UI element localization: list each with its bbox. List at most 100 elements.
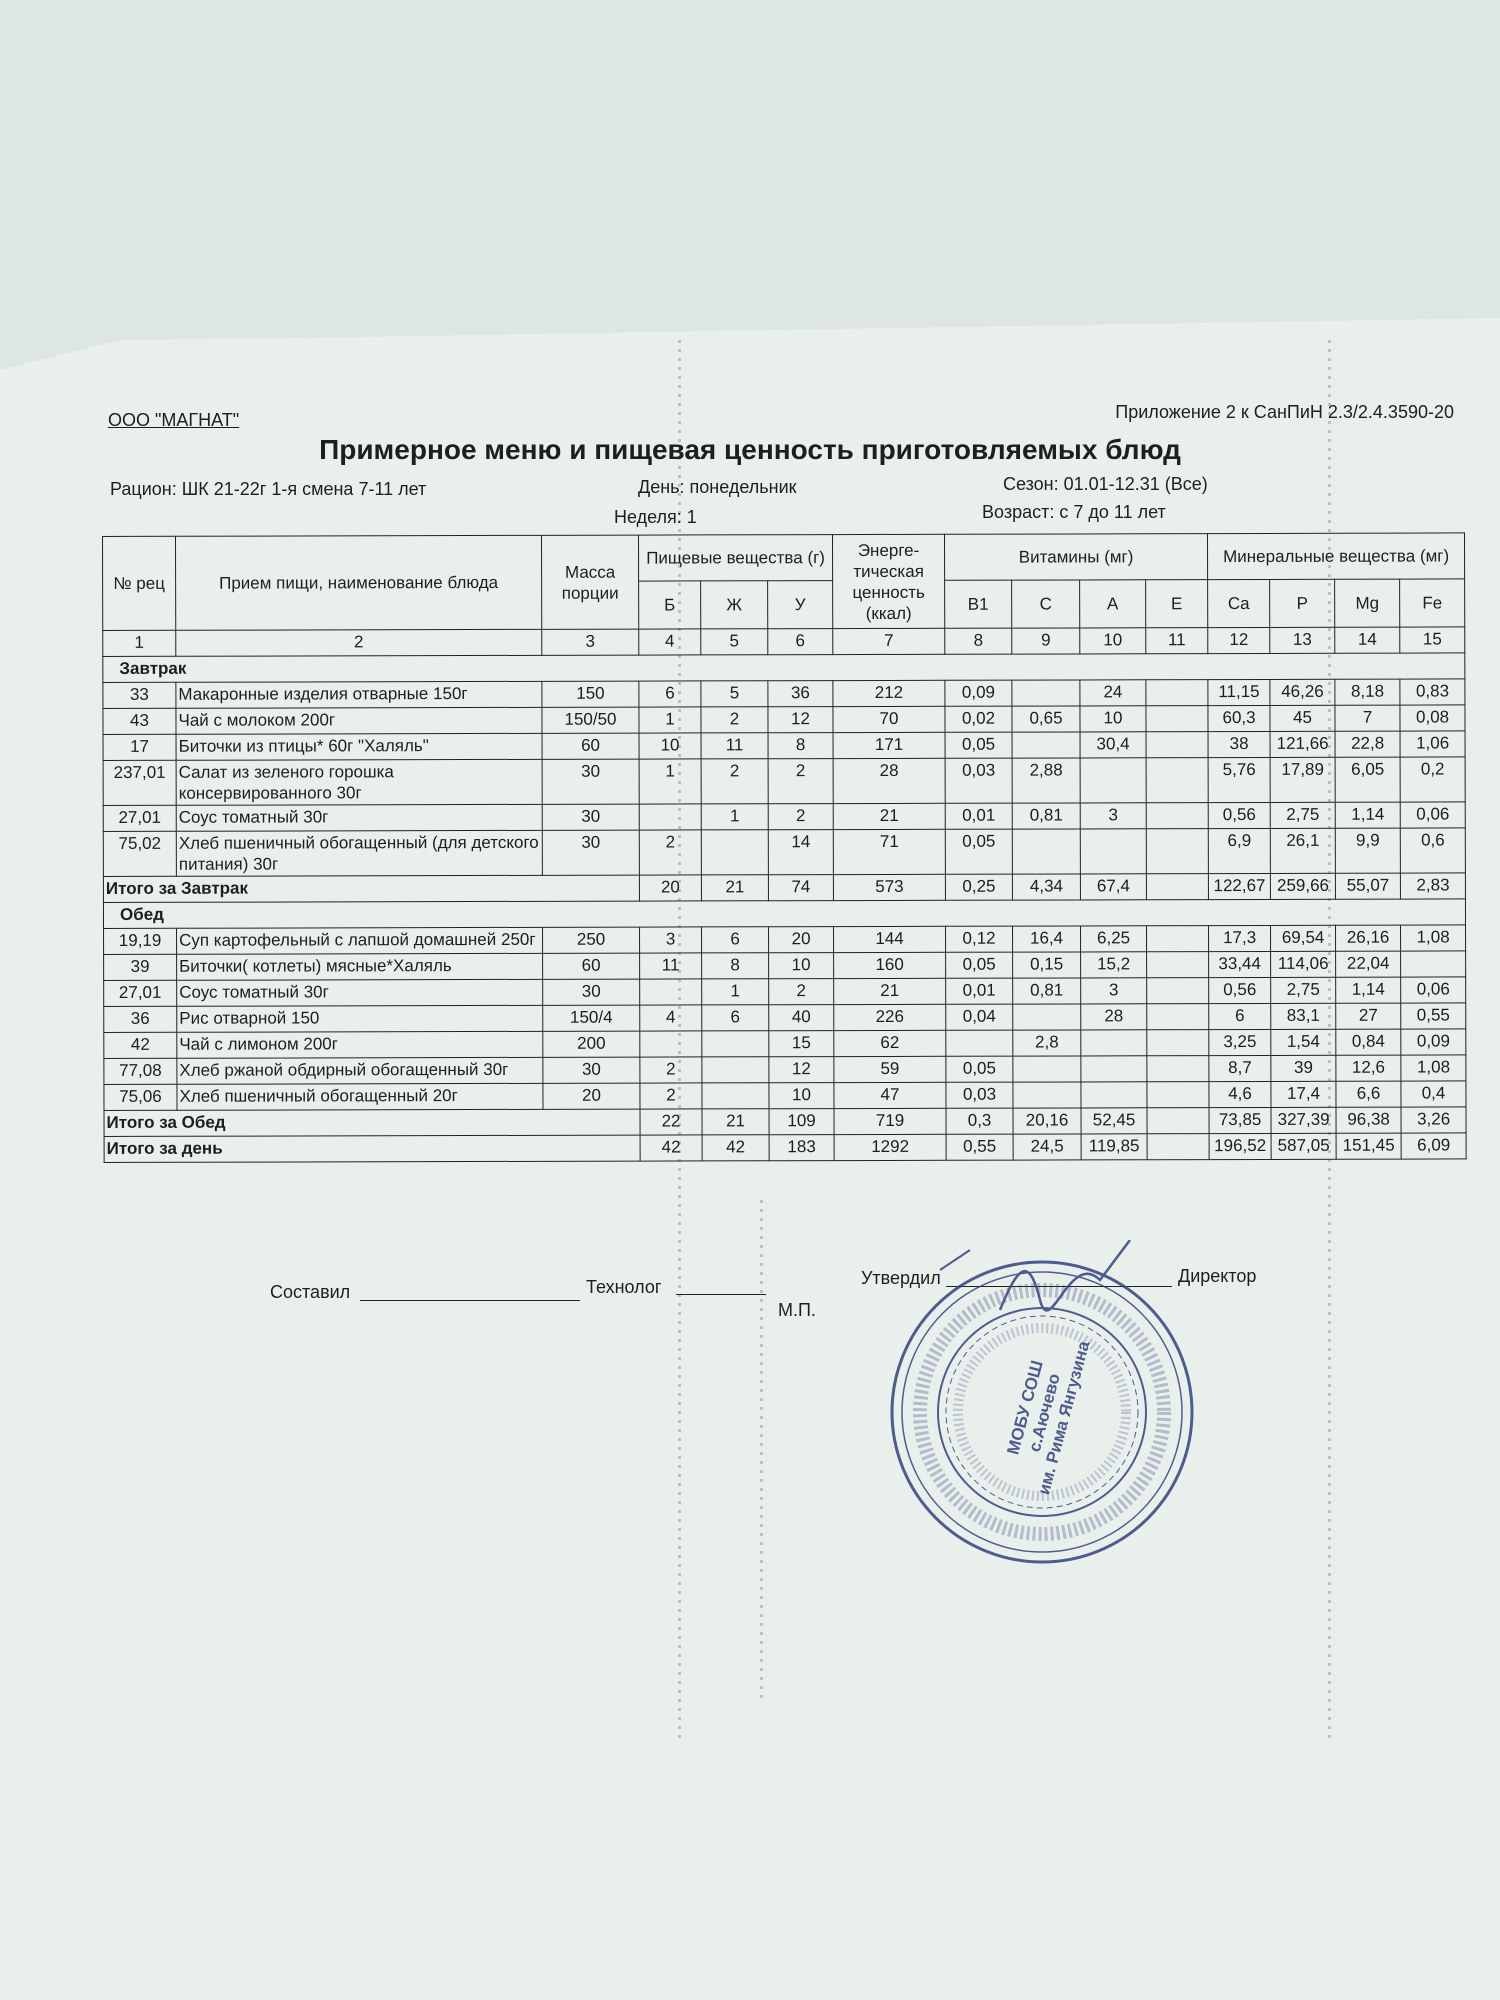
table-row: 75,02 Хлеб пшеничный обогащенный (для дет… xyxy=(103,827,1466,877)
cell-value: 30 xyxy=(542,759,640,805)
cell-value: 22,04 xyxy=(1335,951,1401,978)
column-number: 2 xyxy=(175,629,542,657)
table-row: 36 Рис отварной 150 150/4 4 6 40 226 0,04 28 6 83,… xyxy=(103,1002,1466,1033)
technologist-signature-line xyxy=(676,1294,766,1295)
cell-value: 46,26 xyxy=(1269,679,1336,706)
cell-value: 6,05 xyxy=(1335,757,1401,803)
header-mass: Масса порции xyxy=(541,535,639,630)
dish-name: Макаронные изделия отварные 150г xyxy=(175,681,542,709)
cell-value: 10 xyxy=(1079,705,1147,732)
cell-value: 1 xyxy=(639,758,702,805)
cell-value: 12,6 xyxy=(1335,1055,1401,1082)
header-recipe-no: № рец xyxy=(102,536,176,631)
week-value: 1 xyxy=(686,507,697,527)
total-label: Итого за день xyxy=(104,1135,641,1163)
total-value: 55,07 xyxy=(1335,873,1401,900)
cell-value: 0,15 xyxy=(1012,951,1081,979)
recipe-number: 33 xyxy=(102,682,176,709)
compiled-label: Составил xyxy=(270,1282,351,1302)
season-field: Сезон: 01.01-12.31 (Все) xyxy=(1003,474,1208,495)
cell-value: 60 xyxy=(542,733,640,760)
cell-value xyxy=(701,1056,769,1083)
cell-value: 17,4 xyxy=(1270,1081,1337,1108)
cell-value: 2 xyxy=(639,1056,702,1084)
cell-value xyxy=(1146,1055,1209,1082)
total-value: 21 xyxy=(701,874,769,901)
cell-value: 8 xyxy=(768,732,834,759)
cell-value: 0,09 xyxy=(1400,1028,1466,1056)
cell-value xyxy=(1012,1081,1082,1109)
week-field: Неделя: 1 xyxy=(614,507,697,528)
header-nutrients: Пищевые вещества (г) xyxy=(638,534,833,582)
total-label: Итого за Завтрак xyxy=(103,875,640,903)
total-value: 4,34 xyxy=(1012,873,1081,901)
total-value: 0,3 xyxy=(946,1108,1014,1135)
cell-value: 5 xyxy=(700,680,768,707)
cell-value: 114,06 xyxy=(1270,951,1336,978)
organization-name: ООО "МАГНАТ" xyxy=(108,410,240,430)
total-value: 52,45 xyxy=(1081,1107,1148,1134)
section-total-row: Итого за Обед 22 21 109 719 0,3 20,16 52,45 73,8… xyxy=(104,1106,1467,1137)
age-field: Возраст: с 7 до 11 лет xyxy=(982,502,1166,523)
total-value: 96,38 xyxy=(1336,1107,1402,1134)
cell-value xyxy=(1080,1029,1147,1056)
cell-value: 30 xyxy=(542,830,640,876)
dish-name: Соус томатный 30г xyxy=(176,979,543,1007)
dish-name: Рис отварной 150 xyxy=(176,1005,543,1033)
compiled-signature-line xyxy=(360,1300,580,1301)
table-row: 237,01 Салат из зеленого горошка консерви… xyxy=(103,756,1466,806)
recipe-number: 27,01 xyxy=(103,805,177,832)
cell-value: 0,05 xyxy=(945,1056,1013,1083)
cell-value: 10 xyxy=(768,952,834,979)
cell-value: 1,08 xyxy=(1400,1054,1467,1082)
total-value xyxy=(1147,1107,1210,1134)
cell-value xyxy=(1012,1003,1081,1031)
cell-value xyxy=(945,1030,1013,1057)
cell-value: 6,9 xyxy=(1208,828,1271,874)
recipe-number: 36 xyxy=(103,1006,177,1033)
header-sub-3: В1 xyxy=(944,580,1012,629)
recipe-number: 75,02 xyxy=(103,831,177,877)
total-value: 42 xyxy=(640,1134,703,1162)
recipe-number: 17 xyxy=(103,734,177,761)
cell-value: 1,08 xyxy=(1400,924,1466,952)
cell-value: 1 xyxy=(701,803,769,830)
print-streak xyxy=(760,1200,763,1700)
cell-value: 71 xyxy=(833,829,946,875)
cell-value: 6,6 xyxy=(1335,1081,1402,1108)
total-value: 573 xyxy=(833,874,946,901)
cell-value: 6 xyxy=(638,680,701,708)
header-dish: Прием пищи, наименование блюда xyxy=(175,535,542,631)
cell-value: 150/4 xyxy=(542,1005,640,1032)
cell-value: 0,03 xyxy=(945,1082,1014,1109)
column-number: 5 xyxy=(700,628,768,655)
dish-name: Салат из зеленого горошка консервированн… xyxy=(176,759,543,806)
cell-value: 0,05 xyxy=(945,952,1013,979)
director-label: Директор xyxy=(1178,1266,1257,1286)
recipe-number: 39 xyxy=(103,954,177,981)
cell-value: 2 xyxy=(700,706,769,733)
cell-value: 0,4 xyxy=(1400,1080,1467,1108)
cell-value: 45 xyxy=(1270,705,1336,732)
total-value: 24,5 xyxy=(1013,1133,1082,1161)
seal-place-label: М.П. xyxy=(778,1300,816,1320)
cell-value: 33,44 xyxy=(1208,951,1271,978)
total-value: 21 xyxy=(702,1108,770,1135)
ration-value: ШК 21-22г 1-я смена 7-11 лет xyxy=(181,479,427,499)
technologist-label: Технолог xyxy=(586,1277,662,1297)
signature xyxy=(998,1240,1131,1312)
cell-value: 212 xyxy=(832,680,945,707)
cell-value: 22,8 xyxy=(1335,731,1401,758)
total-value: 42 xyxy=(702,1134,770,1161)
cell-value xyxy=(639,1030,702,1058)
total-value: 0,25 xyxy=(945,874,1013,901)
header-sub-5: А xyxy=(1079,579,1146,628)
dish-name: Хлеб ржаной обдирный обогащенный 30г xyxy=(176,1057,543,1085)
cell-value xyxy=(1146,1081,1210,1108)
cell-value: 1 xyxy=(701,978,769,1005)
cell-value: 30 xyxy=(542,804,640,831)
total-label: Итого за Обед xyxy=(104,1109,641,1137)
header-minerals: Минеральные вещества (мг) xyxy=(1207,532,1465,580)
total-value xyxy=(1146,873,1209,900)
